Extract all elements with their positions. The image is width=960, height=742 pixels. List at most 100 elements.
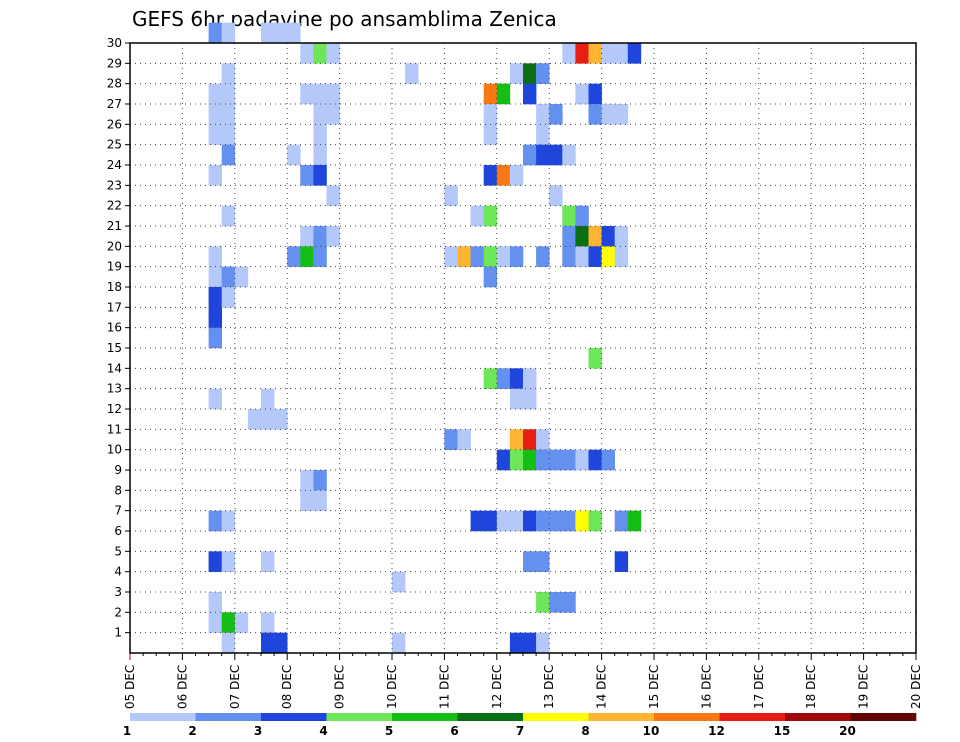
heatmap-cell [313,104,327,125]
colorbar-swatch [457,713,524,721]
heatmap-cell [208,22,222,44]
heatmap-cell [627,510,642,532]
heatmap-cell [234,266,249,288]
heatmap-cell [588,348,602,369]
heatmap-cell [221,551,236,572]
heatmap-cell [326,43,340,64]
heatmap-cell [536,449,550,471]
y-tick-label: 9 [114,463,122,477]
heatmap-cell [523,368,537,389]
heatmap-cell [274,22,288,44]
heatmap-cell [575,246,589,267]
colorbar-swatch [588,713,655,721]
colorbar-tick-label: 3 [254,724,262,738]
colorbar-tick-label: 20 [839,724,856,738]
heatmap-cell [601,104,615,125]
heatmap-cell [509,388,524,410]
heatmap-cell [313,470,327,491]
x-tick-label: 12 DEC [490,665,504,709]
colorbar-swatch [326,713,393,721]
heatmap-cell [562,510,576,532]
heatmap-cell [614,510,629,532]
y-tick-label: 10 [107,443,122,457]
heatmap-cell [483,205,498,227]
heatmap-cell [300,490,314,511]
y-tick-label: 15 [107,341,122,355]
x-tick-label: 07 DEC [228,665,242,709]
y-tick-label: 21 [107,219,122,233]
colorbar-tick-label: 6 [450,724,458,738]
y-tick-label: 5 [114,544,122,558]
x-tick-label: 20 DEC [909,665,923,709]
y-tick-label: 13 [107,382,122,396]
heatmap-cell [523,449,537,471]
colorbar-swatch [523,713,589,721]
chart-title: GEFS 6hr padavine po ansamblima Zenica [132,7,557,31]
heatmap-cell [496,449,511,471]
heatmap-cell [483,104,498,125]
heatmap-cell [536,144,550,166]
heatmap-cell [208,388,222,410]
heatmap-cell [536,510,550,532]
heatmap-cell [509,165,524,186]
heatmap-cell [549,510,563,532]
y-tick-label: 17 [107,300,122,314]
heatmap-cell [496,368,511,389]
heatmap-cell [208,246,222,267]
heatmap-cell [261,22,275,44]
heatmap-cell [483,368,498,389]
heatmap-cell [221,205,236,227]
heatmap-cell [234,612,249,633]
heatmap-cell [326,104,340,125]
y-tick-label: 30 [107,36,122,50]
y-tick-label: 16 [107,321,122,335]
heatmap-cell [313,144,327,166]
heatmap-cell [483,83,498,105]
heatmap-cell [562,449,576,471]
heatmap-cell [287,22,301,44]
y-tick-label: 2 [114,605,122,619]
heatmap-cell [496,165,511,186]
heatmap-cell [287,144,301,166]
heatmap-cell [575,205,589,227]
y-tick-label: 14 [107,361,122,375]
heatmap-cell [614,551,629,572]
heatmap-cell [614,246,629,267]
heatmap-cell [444,246,458,267]
heatmap-cell [326,226,340,247]
colorbar-tick-label: 8 [581,724,589,738]
y-tick-label: 23 [107,178,122,192]
heatmap-cell [575,510,589,532]
heatmap-cell [536,429,550,450]
colorbar: 1 2 3 4 5 6 7 8 10 12 15 20 [123,713,917,738]
heatmap-cell [496,83,511,105]
heatmap-cell [496,510,511,532]
heatmap-cell [274,409,288,430]
heatmap-cell [588,43,602,64]
heatmap-cell [575,43,589,64]
heatmap-cell [221,510,236,532]
heatmap-cell [575,449,589,471]
heatmap-cell [470,205,484,227]
heatmap-cell [221,124,236,145]
x-tick-label: 06 DEC [175,665,189,709]
colorbar-tick-label: 4 [319,724,327,738]
heatmap-cell [549,592,563,613]
heatmap-cell [496,246,511,267]
heatmap-cell [588,246,602,267]
heatmap-cell [300,43,314,64]
x-tick-label: 16 DEC [699,665,713,709]
heatmap-cell [313,226,327,247]
colorbar-swatch [719,713,786,721]
heatmap-cell [483,124,498,145]
heatmap-cell [313,124,327,145]
x-axis-ticks: 05 DEC 06 DEC 07 DEC 08 DEC 09 DEC 10 DEC 11 D… [123,653,923,709]
heatmap-cell [562,43,576,64]
heatmap-cell [470,246,484,267]
x-tick-label: 15 DEC [647,665,661,709]
heatmap-cell [221,104,236,125]
heatmap-cell [509,429,524,450]
heatmap-cell [208,307,222,328]
heatmap-cell [549,449,563,471]
heatmap-cells [208,22,642,654]
